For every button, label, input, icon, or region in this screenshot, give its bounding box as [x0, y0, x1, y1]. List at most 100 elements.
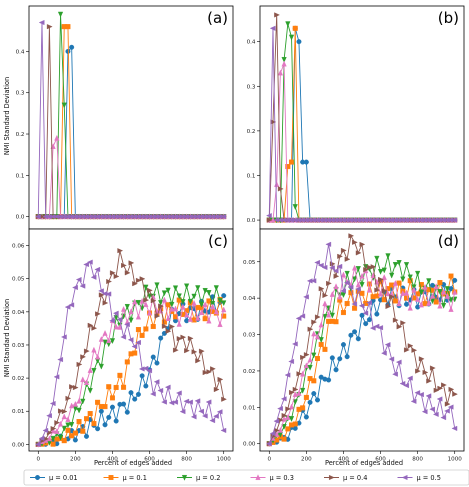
data-point — [396, 324, 403, 330]
data-point — [198, 408, 204, 414]
data-point — [266, 217, 273, 223]
data-point — [87, 322, 94, 328]
data-point — [106, 278, 112, 285]
data-point — [359, 272, 365, 279]
data-point — [378, 276, 384, 283]
data-point — [407, 343, 414, 349]
data-point — [132, 396, 138, 402]
data-point — [50, 426, 57, 432]
data-point — [307, 356, 313, 363]
data-point — [322, 292, 329, 299]
data-point — [303, 362, 309, 369]
data-point — [366, 317, 372, 323]
data-point — [348, 332, 354, 338]
data-point — [266, 441, 272, 447]
data-point — [300, 354, 306, 360]
y-tick-label: 0.00 — [12, 442, 25, 448]
data-point — [429, 365, 436, 371]
x-tick-label: 200 — [301, 457, 312, 463]
data-point — [165, 328, 172, 334]
x-axis-label-right: Percent of edges added — [325, 459, 403, 467]
y-tick-label: 0.3 — [247, 84, 256, 90]
data-point — [406, 375, 413, 381]
data-point — [121, 262, 127, 269]
panel-label: (a) — [207, 9, 228, 27]
y-tick-label: 0.03 — [12, 343, 25, 349]
data-point — [337, 253, 343, 259]
data-point — [194, 398, 201, 404]
data-point — [91, 325, 98, 331]
series-4 — [35, 293, 227, 447]
data-point — [221, 300, 227, 307]
data-point — [209, 303, 216, 310]
data-point — [161, 323, 168, 329]
data-point — [377, 290, 384, 297]
data-point — [102, 330, 108, 336]
data-point — [296, 39, 302, 45]
data-point — [340, 288, 346, 294]
data-point — [314, 333, 321, 340]
y-axis-label-bottom: NMI Standard Deviation — [3, 299, 11, 377]
data-point — [120, 334, 127, 340]
data-point — [403, 262, 410, 268]
data-point — [314, 314, 321, 320]
data-point — [452, 391, 458, 397]
data-point — [147, 287, 153, 293]
data-point — [351, 301, 358, 307]
data-point — [113, 273, 120, 280]
legend: μ = 0.01 μ = 0.1 μ = 0.2 μ = 0.3 μ = 0.4 μ = … — [23, 469, 469, 486]
panel-frame — [259, 5, 465, 230]
data-point — [184, 348, 190, 354]
data-point — [124, 359, 130, 365]
legend-entry: μ = 0.2 — [177, 474, 220, 482]
data-point — [288, 34, 295, 41]
data-point — [366, 286, 373, 293]
data-point — [284, 372, 291, 378]
data-point — [61, 438, 67, 444]
data-point — [333, 319, 339, 325]
data-point — [61, 408, 68, 415]
data-point — [150, 324, 156, 330]
panel-frame — [28, 5, 234, 230]
data-point — [340, 342, 346, 348]
data-point — [191, 293, 197, 300]
data-point — [359, 241, 366, 248]
data-point — [374, 287, 381, 293]
data-point — [131, 343, 138, 350]
data-point — [161, 290, 167, 297]
data-point — [80, 398, 86, 405]
data-point — [72, 437, 78, 443]
data-point — [132, 350, 138, 356]
data-point — [269, 430, 276, 437]
data-point — [165, 302, 171, 308]
data-point — [374, 311, 380, 317]
data-point — [281, 424, 287, 430]
data-point — [98, 292, 105, 298]
data-point — [135, 300, 142, 306]
data-point — [437, 289, 443, 295]
data-point — [426, 378, 433, 384]
data-point — [128, 308, 134, 315]
data-point — [303, 352, 310, 358]
data-point — [288, 358, 295, 365]
data-point — [135, 391, 141, 397]
data-point — [292, 386, 299, 393]
data-point — [432, 411, 439, 417]
data-point — [143, 284, 149, 291]
data-point — [347, 284, 354, 290]
data-point — [288, 403, 295, 410]
data-point — [158, 303, 164, 309]
data-point — [444, 293, 450, 299]
data-point — [109, 318, 115, 324]
data-point — [296, 390, 302, 396]
legend-label: μ = 0.5 — [417, 474, 441, 482]
data-point — [381, 288, 388, 294]
data-point — [300, 387, 306, 394]
data-point — [102, 404, 108, 410]
data-point — [429, 406, 435, 412]
data-point — [165, 287, 171, 294]
data-point — [307, 326, 314, 332]
data-point — [352, 305, 358, 311]
data-point — [436, 396, 443, 402]
